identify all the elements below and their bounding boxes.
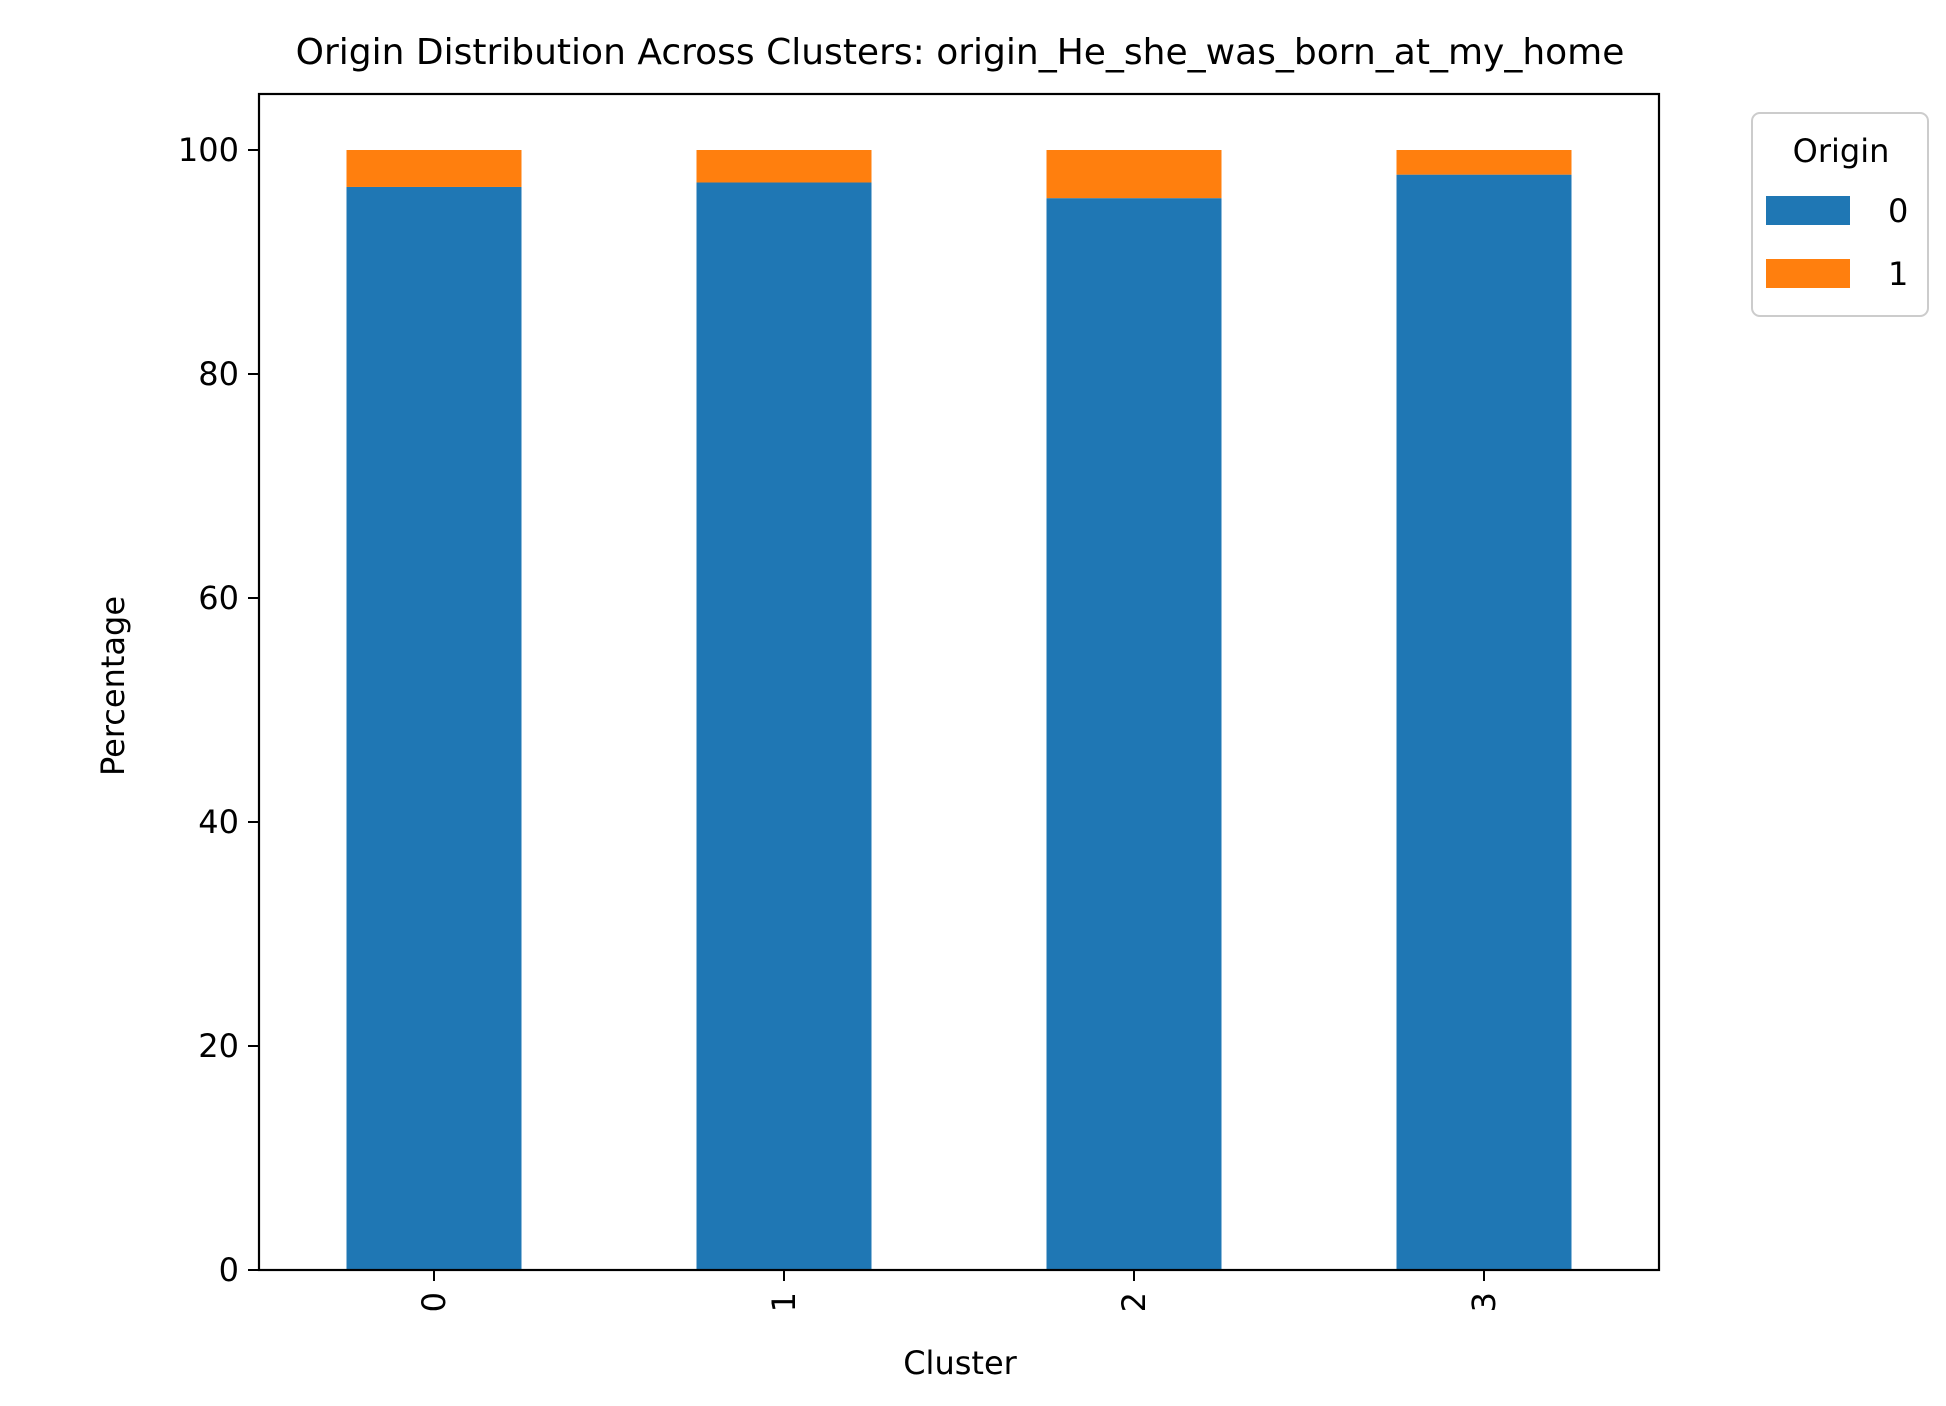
x-tick-label: 0 [415,1292,453,1312]
y-tick-label: 20 [198,1027,239,1065]
y-tick-label: 80 [198,355,239,393]
legend: Origin 01 [1751,112,1929,317]
legend-label-1: 1 [1888,255,1908,293]
bar-cluster-2-origin-0 [1046,198,1222,1270]
bar-cluster-2-origin-1 [1046,150,1222,199]
legend-label-0: 0 [1888,192,1908,230]
x-tick-label: 2 [1115,1292,1153,1312]
x-axis-label: Cluster [903,1344,1017,1382]
x-axis: 0 1 2 3 [415,1270,1503,1312]
legend-items: 01 [1766,192,1908,293]
bar-cluster-0-origin-0 [346,186,522,1271]
bars-layer [346,150,1572,1271]
y-tick-label: 0 [219,1251,239,1289]
legend-swatch-0 [1766,196,1850,225]
x-tick-label: 3 [1465,1292,1503,1312]
bar-cluster-1-origin-1 [696,150,872,183]
chart-title: Origin Distribution Across Clusters: ori… [296,32,1625,73]
bar-cluster-1-origin-0 [696,182,872,1271]
plot-area-frame [257,92,1661,1272]
y-tick-label: 40 [198,803,239,841]
legend-title: Origin [1793,132,1890,170]
y-axis-label: Percentage [94,596,132,776]
bar-cluster-3-origin-1 [1396,150,1572,175]
bar-cluster-3-origin-0 [1396,174,1572,1270]
x-tick-label: 1 [765,1292,803,1312]
y-tick-label: 100 [178,131,239,169]
y-tick-label: 60 [198,579,239,617]
legend-swatch-1 [1766,259,1850,288]
bar-cluster-0-origin-1 [346,150,522,187]
y-axis: 0 20 40 60 80 100 [178,131,259,1289]
